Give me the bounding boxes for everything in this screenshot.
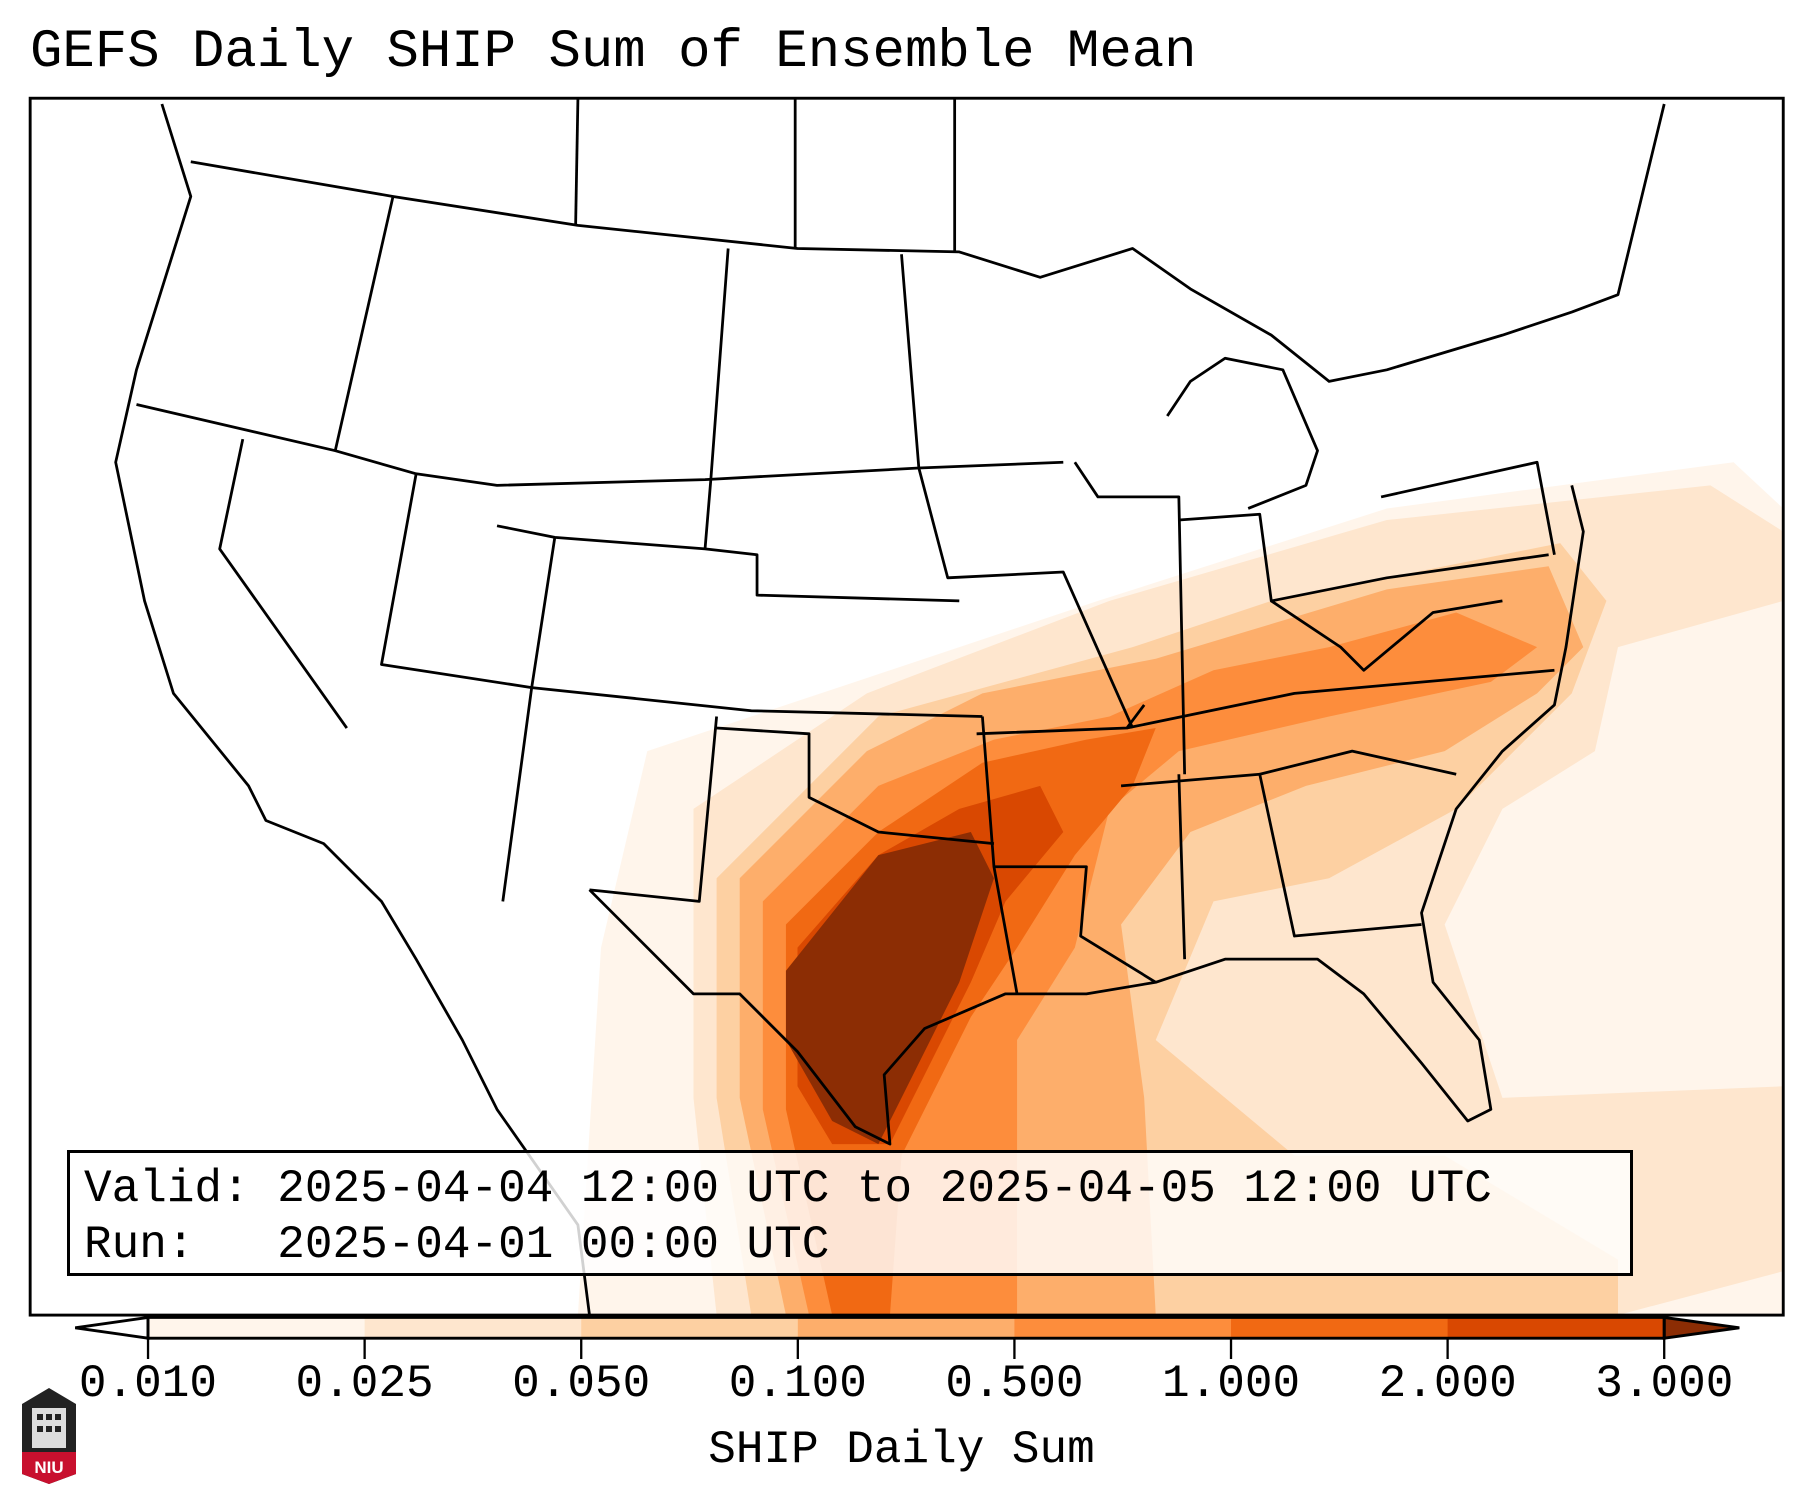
run-time: 2025-04-01 00:00 UTC [277, 1219, 830, 1271]
colorbar-extend-high [1662, 1315, 1740, 1340]
colorbar-segment [1447, 1317, 1665, 1339]
chart-title: GEFS Daily SHIP Sum of Ensemble Mean [30, 22, 1197, 83]
state-borders [114, 98, 1666, 1316]
valid-time: 2025-04-04 12:00 UTC to 2025-04-05 12:00… [277, 1163, 1492, 1215]
colorbar-extend-low [75, 1315, 150, 1340]
colorbar-segment [581, 1317, 799, 1339]
colorbar-tick-label: 2.000 [1378, 1358, 1517, 1410]
colorbar-outline [146, 1315, 1666, 1340]
colorbar [75, 1315, 1740, 1360]
colorbar-tick-label: 0.500 [945, 1358, 1084, 1410]
colorbar-tick-label: 0.025 [295, 1358, 434, 1410]
colorbar-segment [797, 1317, 1015, 1339]
colorbar-segment [364, 1317, 582, 1339]
logo-text: NIU [34, 1458, 63, 1477]
canada-border [190, 103, 1666, 383]
colorbar-tick-label: 0.010 [78, 1358, 217, 1410]
colorbar-segment [1231, 1317, 1449, 1339]
run-label: Run: [84, 1219, 195, 1271]
colorbar-segment [148, 1317, 366, 1339]
map-frame [28, 96, 1785, 1317]
colorbar-segment [1014, 1317, 1232, 1339]
valid-label: Valid: [84, 1163, 250, 1215]
valid-run-info-box: Valid: 2025-04-04 12:00 UTC to 2025-04-0… [67, 1150, 1633, 1276]
colorbar-tick-label: 0.050 [512, 1358, 651, 1410]
colorbar-label: SHIP Daily Sum [708, 1424, 1095, 1476]
colorbar-tick-label: 3.000 [1595, 1358, 1734, 1410]
coastline-gulf-east [588, 485, 1585, 1146]
colorbar-tick-label: 0.100 [728, 1358, 867, 1410]
coastline-west [114, 103, 591, 1316]
niu-logo: NIU [22, 1388, 76, 1484]
colorbar-tick-label: 1.000 [1162, 1358, 1301, 1410]
shading-level-3.000 [785, 832, 994, 1145]
